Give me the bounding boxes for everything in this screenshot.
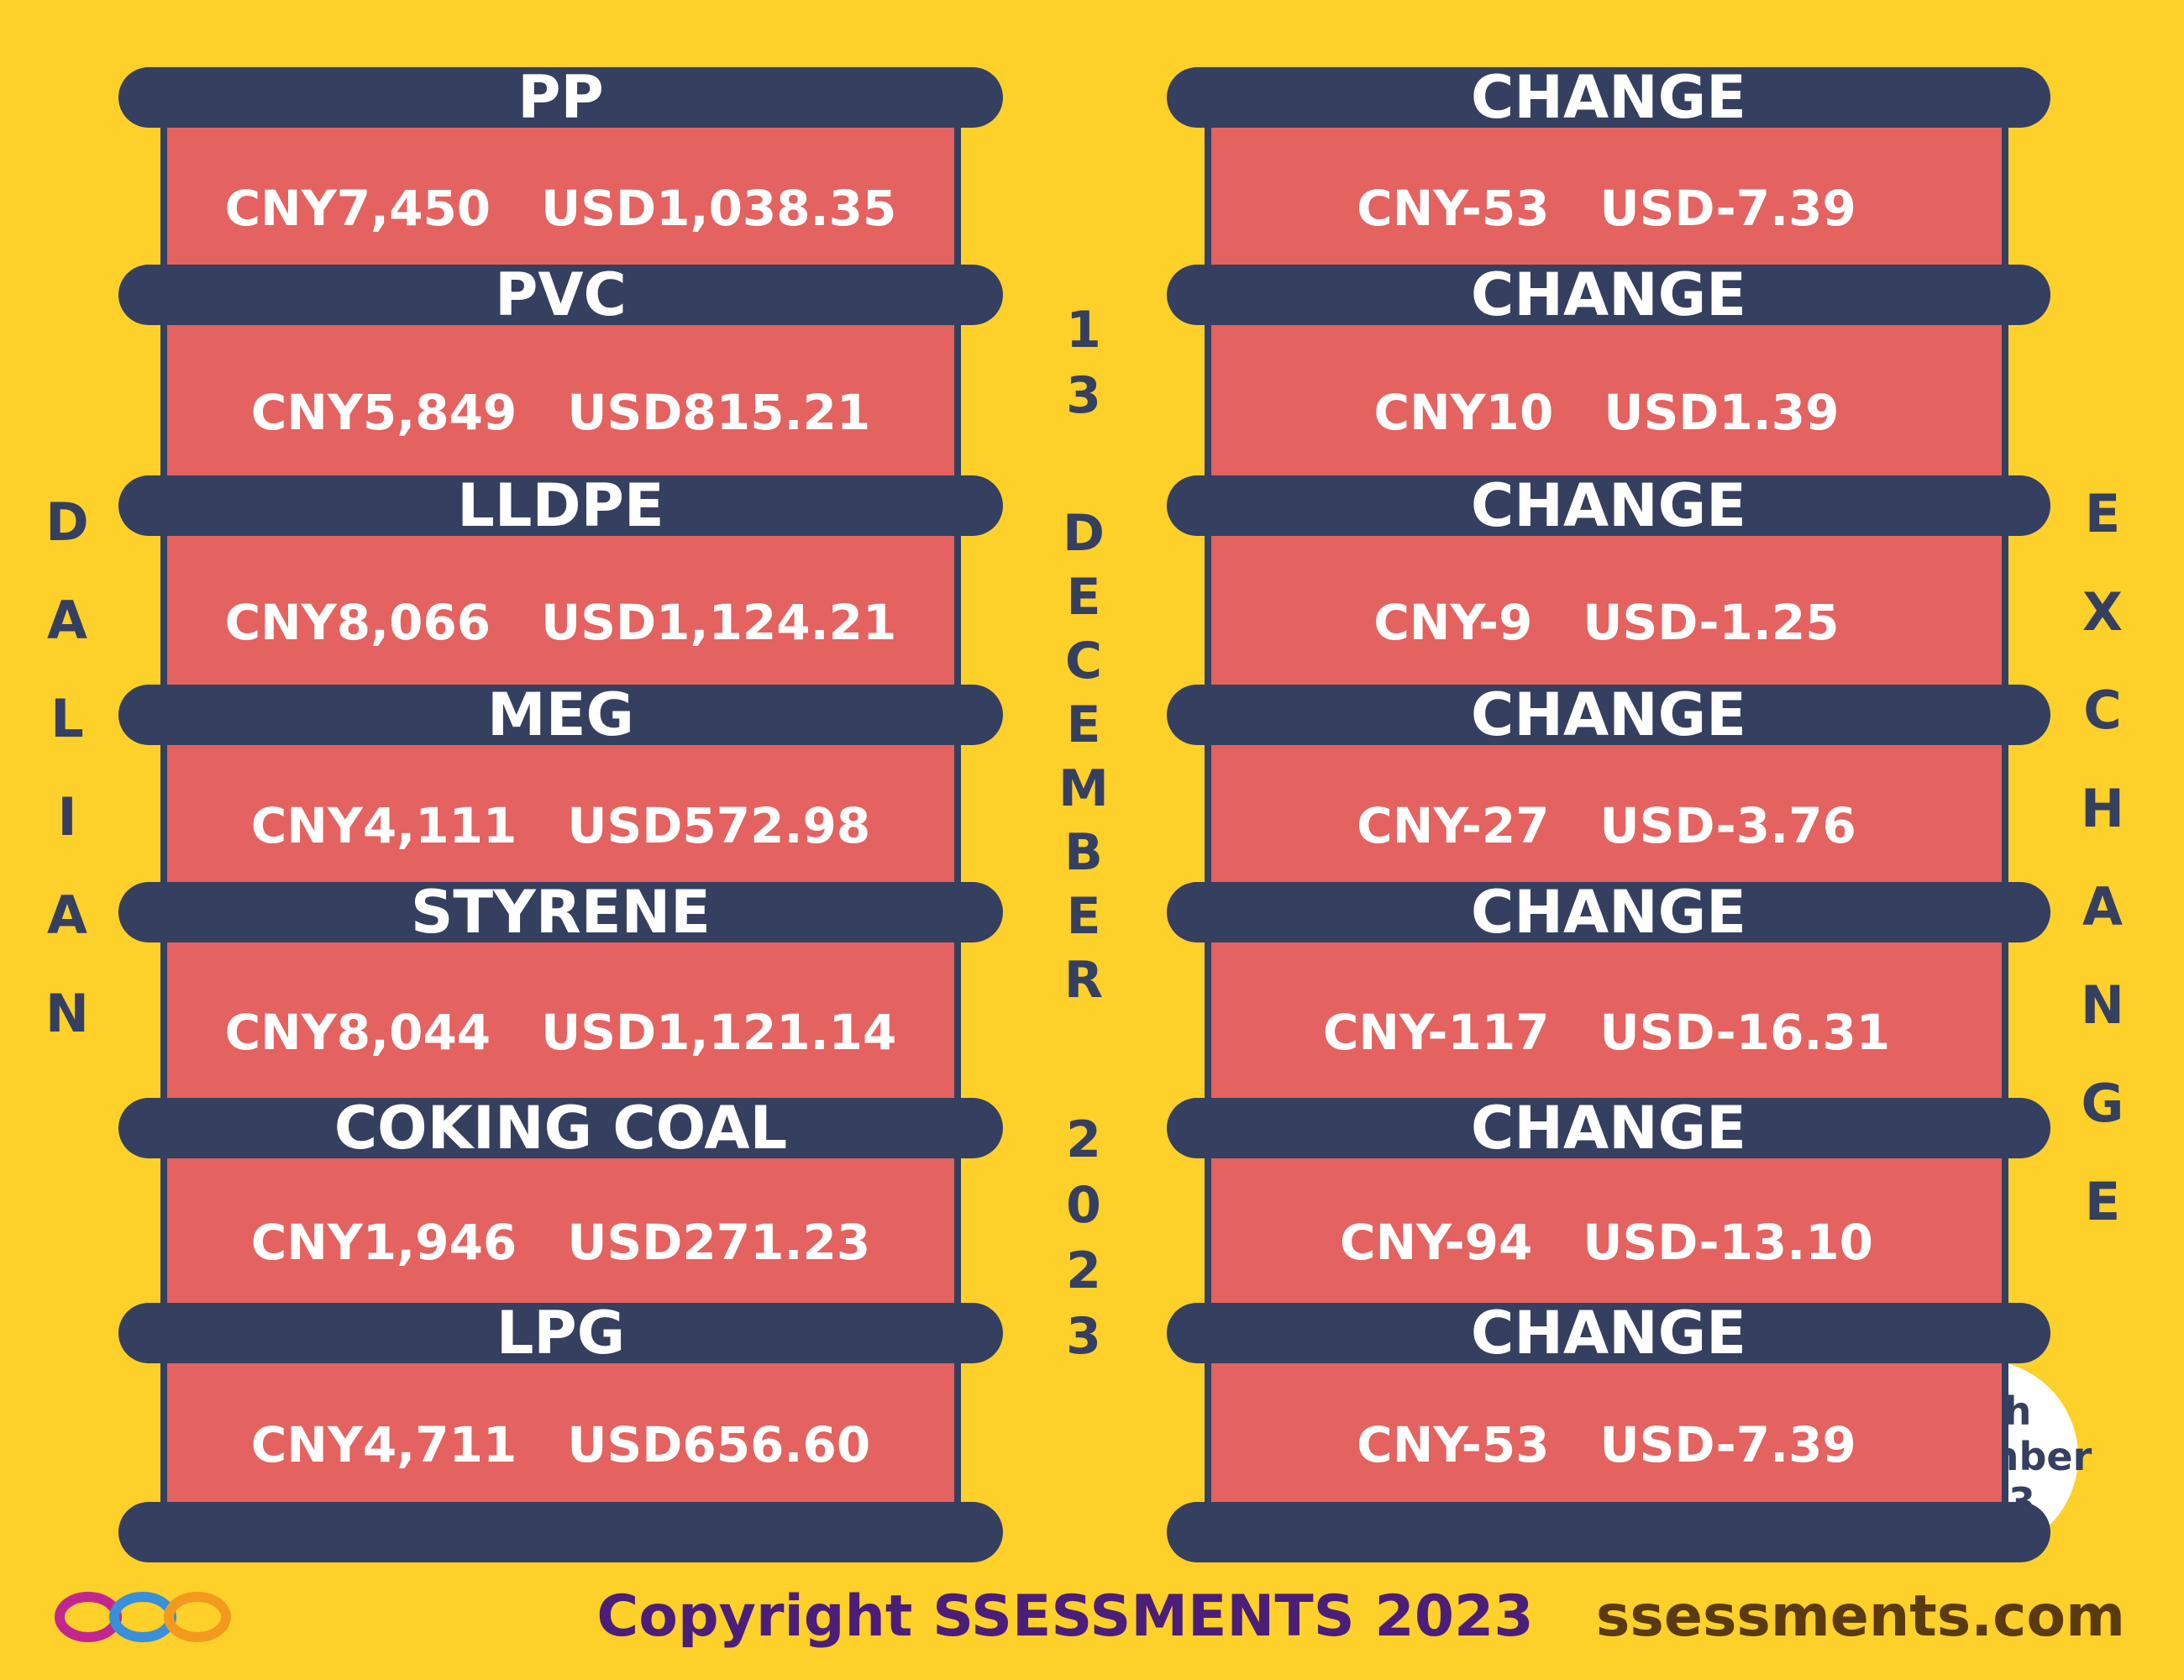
row-header: CHANGE	[1167, 1303, 2050, 1363]
date-part: 2023	[1054, 1110, 1113, 1373]
row-values: CNY-27 USD-3.76	[1205, 797, 2008, 854]
row-header: CHANGE	[1167, 265, 2050, 325]
row-header: CHANGE	[1167, 67, 2050, 128]
row-header: CHANGE	[1167, 475, 2050, 536]
cny-value: CNY-53	[1357, 179, 1550, 237]
cap-bar	[118, 1502, 1003, 1562]
side-label: EXCHANGE	[2071, 483, 2134, 1269]
panel	[160, 97, 961, 295]
cny-value: CNY-117	[1322, 1003, 1550, 1061]
usd-value: USD271.23	[567, 1214, 871, 1271]
row-values: CNY-117 USD-16.31	[1205, 1004, 2008, 1061]
panel	[1205, 1333, 2008, 1532]
usd-value: USD-3.76	[1599, 796, 1856, 854]
panel	[1205, 506, 2008, 715]
panel	[160, 1333, 961, 1532]
usd-value: USD1,121.14	[541, 1003, 897, 1061]
usd-value: USD-16.31	[1599, 1003, 1891, 1061]
row-header: CHANGE	[1167, 1098, 2050, 1158]
cny-value: CNY-94	[1340, 1214, 1533, 1271]
row-header: PVC	[118, 265, 1003, 325]
side-label: DALIAN	[36, 491, 98, 1081]
cny-value: CNY7,450	[224, 179, 491, 237]
panel	[1205, 97, 2008, 295]
usd-value: USD-1.25	[1583, 593, 1840, 651]
cny-value: CNY-53	[1357, 1415, 1550, 1473]
usd-value: USD-13.10	[1583, 1214, 1873, 1271]
panel	[160, 715, 961, 912]
panel	[1205, 912, 2008, 1128]
row-header: STYRENE	[118, 882, 1003, 942]
cny-value: CNY4,111	[250, 796, 517, 854]
cny-value: CNY4,711	[250, 1415, 517, 1473]
row-values: CNY4,711 USD656.60	[160, 1416, 961, 1473]
usd-value: USD572.98	[567, 796, 871, 854]
row-header: MEG	[118, 685, 1003, 745]
cny-value: CNY-9	[1373, 593, 1533, 651]
copyright: Copyright SSESSMENTS 2023	[596, 1583, 1534, 1650]
logo	[55, 1592, 231, 1642]
cny-value: CNY1,946	[250, 1214, 517, 1271]
row-values: CNY-53 USD-7.39	[1205, 1416, 2008, 1473]
row-values: CNY-94 USD-13.10	[1205, 1214, 2008, 1271]
cny-value: CNY10	[1373, 383, 1554, 441]
usd-value: USD1,124.21	[541, 593, 897, 651]
row-values: CNY-9 USD-1.25	[1205, 594, 2008, 651]
usd-value: USD-7.39	[1599, 1415, 1856, 1473]
row-values: CNY1,946 USD271.23	[160, 1214, 961, 1271]
panel	[1205, 715, 2008, 912]
date-part: DECEMBER	[1054, 504, 1113, 1015]
cap-bar	[1167, 1502, 2050, 1562]
row-values: CNY8,066 USD1,124.21	[160, 594, 961, 651]
panel	[1205, 295, 2008, 506]
row-values: CNY8,044 USD1,121.14	[160, 1004, 961, 1061]
usd-value: USD656.60	[567, 1415, 871, 1473]
cny-value: CNY5,849	[250, 383, 517, 441]
row-header: CHANGE	[1167, 882, 2050, 942]
row-values: CNY5,849 USD815.21	[160, 384, 961, 441]
usd-value: USD1.39	[1604, 383, 1840, 441]
panel	[1205, 1128, 2008, 1333]
cny-value: CNY8,066	[224, 593, 491, 651]
row-header: COKING COAL	[118, 1098, 1003, 1158]
row-header: CHANGE	[1167, 685, 2050, 745]
panel	[160, 912, 961, 1128]
cny-value: CNY8,044	[224, 1003, 491, 1061]
website: ssessments.com	[1595, 1583, 2125, 1650]
row-header: PP	[118, 67, 1003, 128]
row-values: CNY10 USD1.39	[1205, 384, 2008, 441]
panel	[160, 1128, 961, 1333]
row-values: CNY-53 USD-7.39	[1205, 180, 2008, 237]
usd-value: USD1,038.35	[541, 179, 897, 237]
panel	[160, 295, 961, 506]
row-values: CNY7,450 USD1,038.35	[160, 180, 961, 237]
usd-value: USD-7.39	[1599, 179, 1856, 237]
date-part: 13	[1054, 301, 1113, 432]
row-values: CNY4,111 USD572.98	[160, 797, 961, 854]
row-header: LPG	[118, 1303, 1003, 1363]
panel	[160, 506, 961, 715]
row-header: LLDPE	[118, 475, 1003, 536]
cny-value: CNY-27	[1357, 796, 1550, 854]
usd-value: USD815.21	[567, 383, 871, 441]
